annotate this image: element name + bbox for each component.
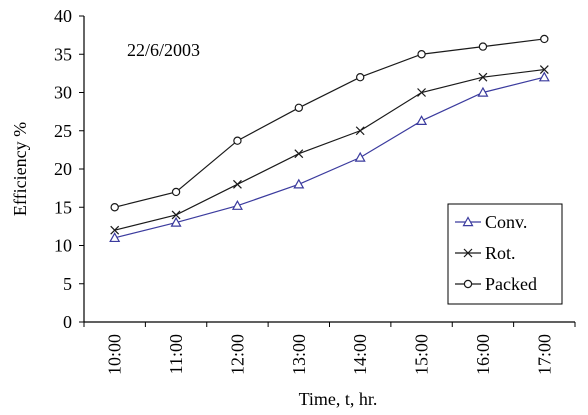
series-line-rot	[114, 68, 545, 231]
x-tick-label: 17:00	[534, 334, 554, 375]
y-tick-label: 15	[54, 197, 72, 217]
y-tick-label: 25	[54, 121, 72, 141]
x-axis-title: Time, t, hr.	[299, 389, 378, 409]
data-point-packed	[540, 34, 549, 44]
y-tick-label: 30	[54, 83, 72, 103]
y-tick-label: 35	[54, 44, 72, 64]
y-tick-label: 10	[54, 236, 72, 256]
legend-marker	[463, 248, 473, 258]
data-point-conv	[538, 71, 550, 82]
y-tick-label: 20	[54, 159, 72, 179]
data-point-rot	[171, 210, 181, 220]
y-axis-title: Efficiency %	[10, 122, 30, 216]
data-point-rot	[539, 65, 549, 74]
data-point-rot	[355, 126, 365, 136]
x-tick-label: 15:00	[412, 334, 432, 375]
data-point-conv	[231, 199, 243, 210]
data-point-packed	[171, 187, 181, 197]
data-point-packed	[233, 136, 242, 145]
data-point-conv	[109, 232, 121, 243]
data-point-conv	[170, 216, 182, 227]
x-tick-label: 13:00	[289, 334, 309, 375]
data-point-packed	[110, 203, 119, 212]
data-point-conv	[416, 115, 428, 126]
legend-item-conv: Conv.	[455, 212, 527, 232]
data-point-packed	[355, 72, 365, 82]
data-point-rot	[478, 72, 488, 82]
date-annotation: 22/6/2003	[127, 40, 200, 60]
data-point-packed	[478, 42, 488, 51]
data-point-rot	[294, 149, 304, 159]
legend-marker	[463, 279, 473, 289]
chart-axes: 0 5 10 15 20 25 30 35 40 10:00 11:00 12:00 13:00 14:0…	[54, 6, 576, 375]
data-point-conv	[477, 86, 489, 97]
legend-label: Conv.	[485, 212, 527, 232]
series-line-conv	[114, 76, 545, 239]
legend: Conv. Rot. Packed	[447, 203, 563, 305]
y-tick-label: 5	[63, 274, 72, 294]
data-point-rot	[233, 179, 242, 189]
data-point-conv	[293, 178, 305, 189]
x-tick-label: 12:00	[227, 334, 247, 375]
y-tick-label: 0	[63, 312, 72, 332]
series-line-packed	[114, 38, 545, 208]
data-point-packed	[417, 50, 426, 59]
legend-label: Packed	[485, 274, 537, 294]
x-tick-label: 16:00	[473, 334, 493, 375]
x-tick-label: 11:00	[166, 334, 186, 374]
legend-item-packed: Packed	[455, 274, 537, 294]
legend-item-rot: Rot.	[455, 243, 516, 263]
legend-label: Rot.	[485, 243, 516, 263]
data-point-conv	[354, 151, 366, 162]
legend-marker	[462, 216, 474, 227]
data-point-rot	[110, 225, 120, 235]
data-point-rot	[417, 88, 426, 97]
y-tick-label: 40	[54, 6, 72, 26]
data-point-packed	[294, 103, 304, 113]
series-rot	[110, 65, 549, 235]
x-tick-label: 14:00	[350, 334, 370, 375]
series-packed	[110, 34, 549, 212]
x-tick-label: 10:00	[105, 334, 125, 375]
series-conv	[109, 71, 550, 243]
chart-series	[109, 34, 550, 243]
